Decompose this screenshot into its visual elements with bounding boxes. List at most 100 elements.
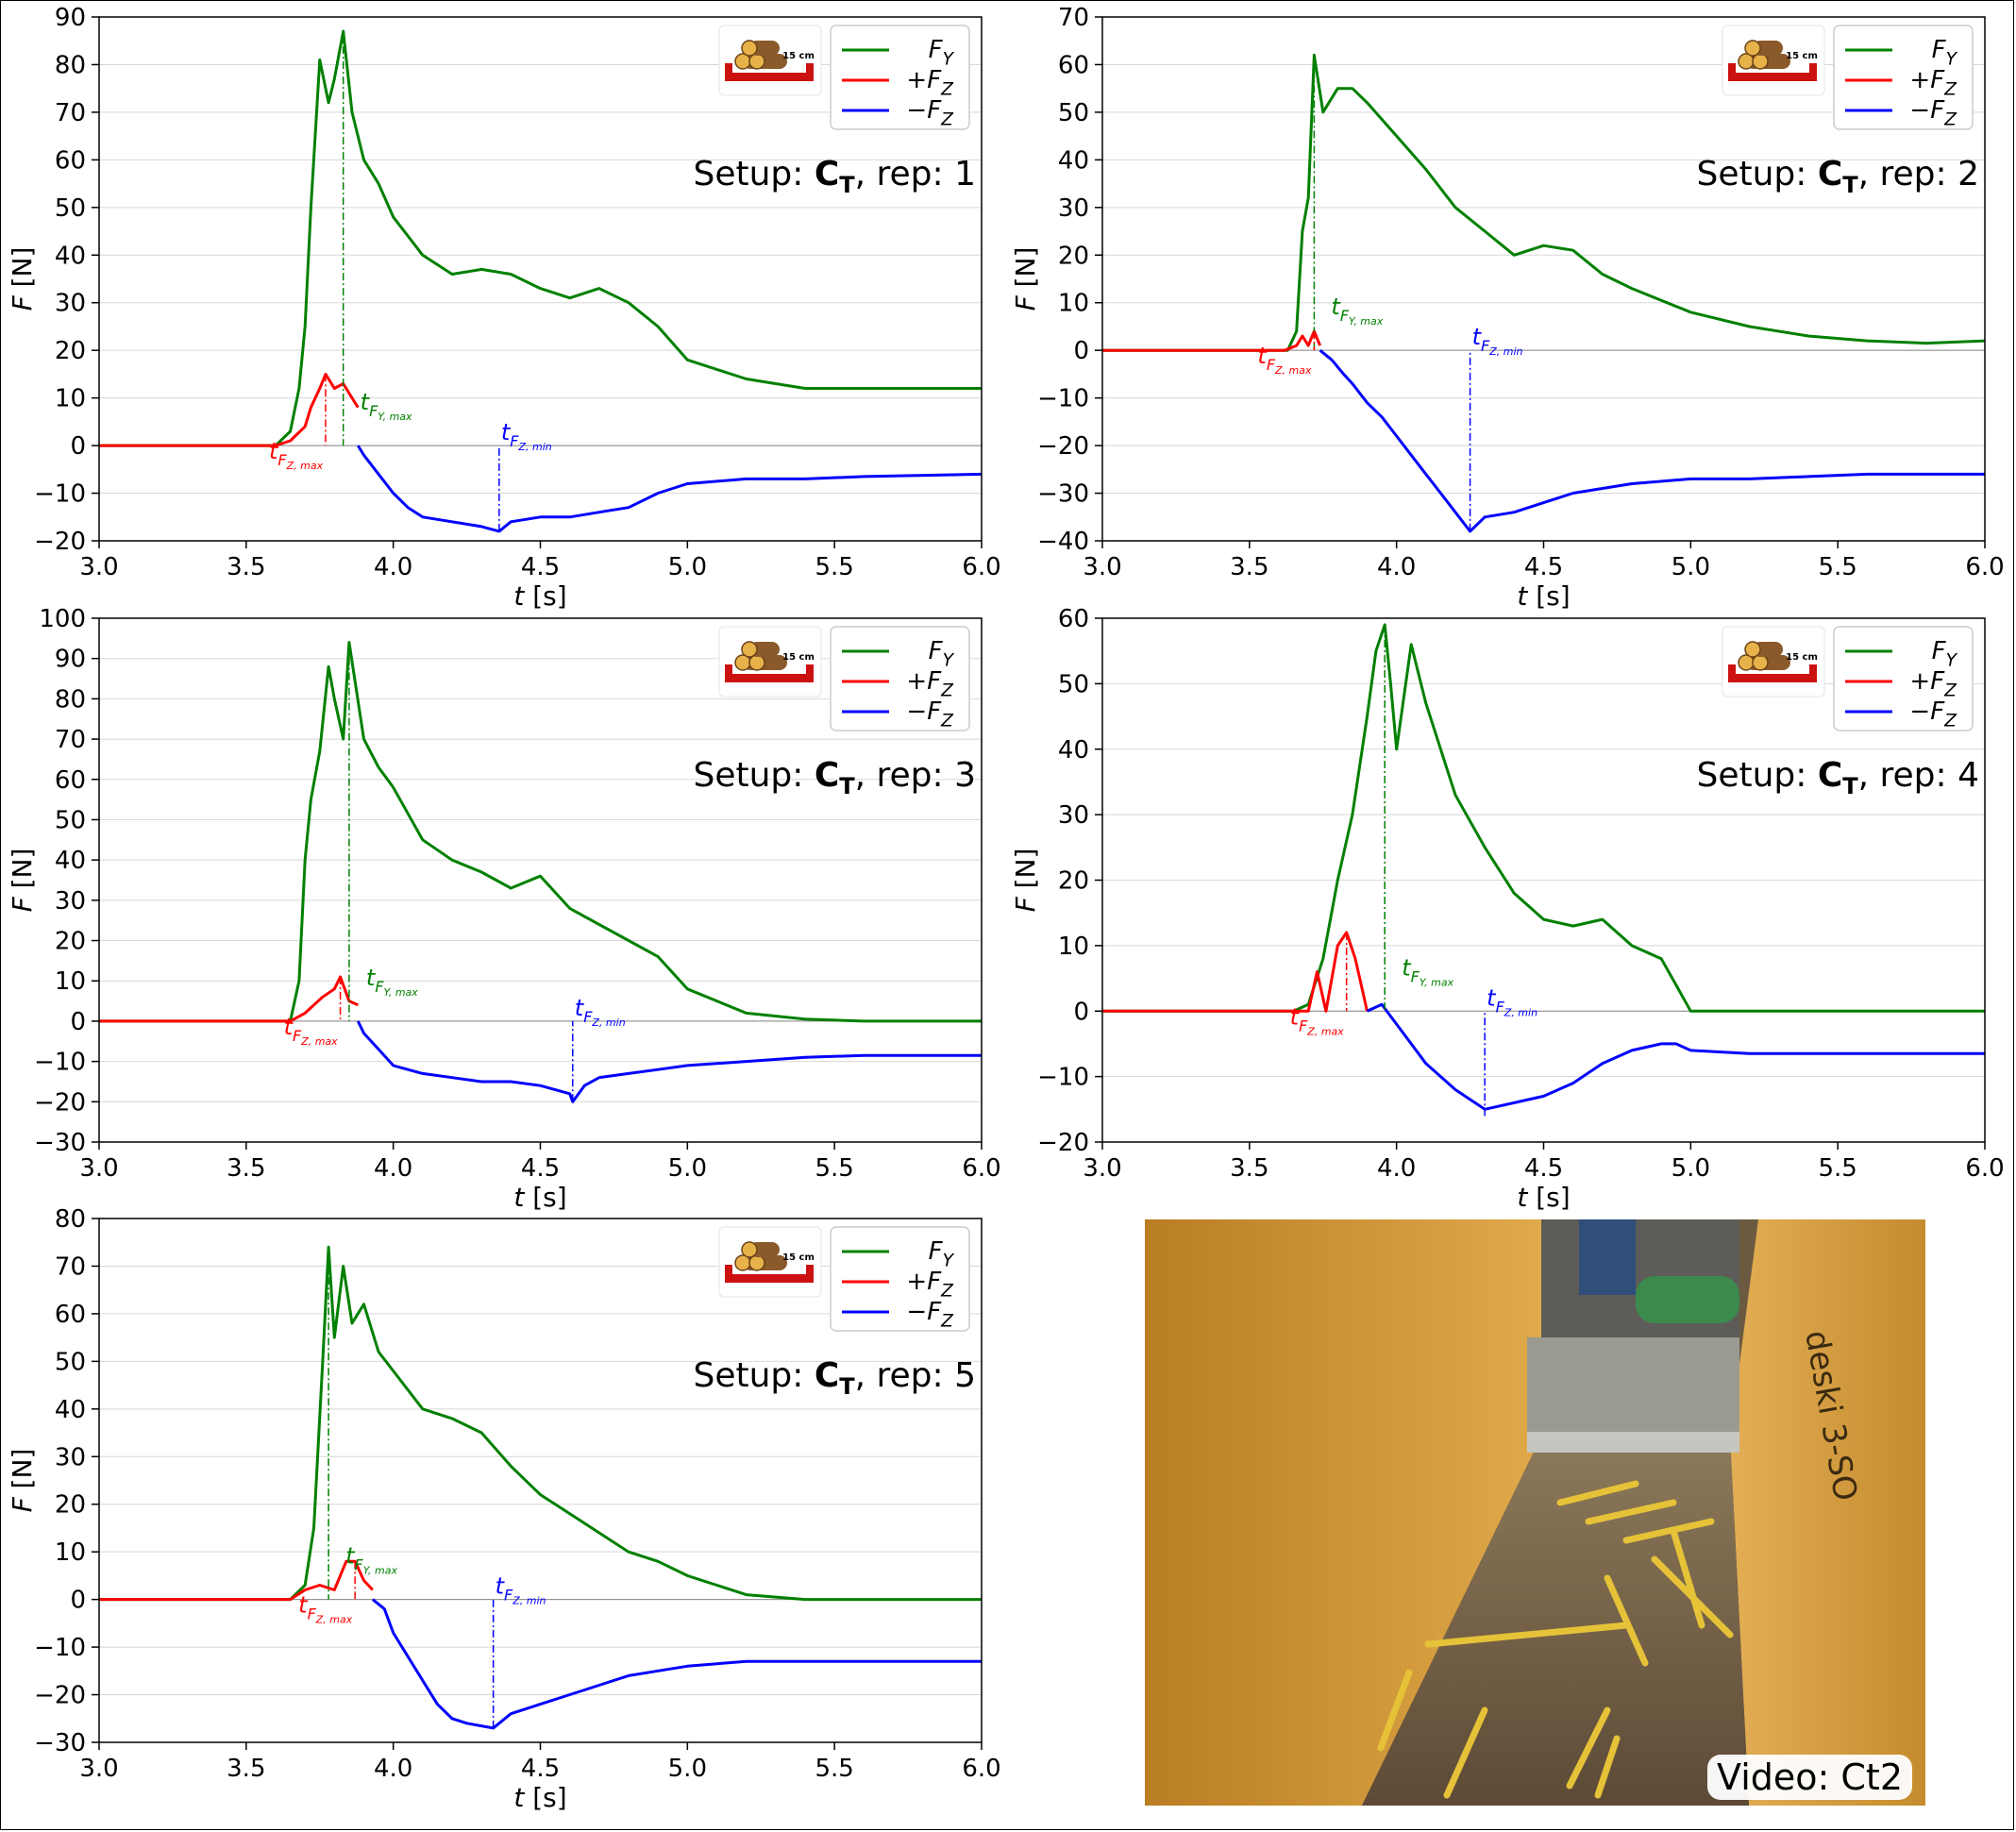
x-tick-label: 5.5: [815, 1154, 853, 1183]
x-tick-label: 3.5: [227, 1154, 265, 1183]
x-tick-label: 4.5: [1524, 1154, 1563, 1183]
y-tick-label: 60: [55, 766, 86, 795]
icon-size-label: 15 cm: [1786, 51, 1818, 61]
label-t-fy-max: tFY, max: [1331, 294, 1383, 328]
label-t-fz-max: tFZ, max: [298, 1592, 353, 1626]
y-tick-label: 50: [1058, 670, 1089, 698]
x-tick-label: 4.0: [374, 1154, 412, 1183]
y-tick-label: 30: [55, 290, 86, 318]
series-fz-pos-line: [99, 1559, 374, 1602]
y-tick-label: 50: [55, 194, 86, 223]
y-axis-label: F [N]: [7, 849, 38, 913]
x-tick-label: 3.0: [1083, 553, 1121, 581]
x-axis-label: t [s]: [513, 580, 566, 612]
series-fz-neg-line: [371, 1598, 982, 1730]
y-tick-label: −40: [1037, 528, 1089, 556]
setup-annotation: Setup: CT, rep: 1: [693, 155, 976, 198]
series-fy-line: [99, 1245, 982, 1602]
label-t-fy-max: tFY, max: [361, 389, 412, 423]
x-tick-label: 5.0: [668, 1154, 707, 1183]
legend-label-fz-pos: +FZ: [1909, 66, 1957, 99]
rail-icon: [725, 73, 814, 81]
label-t-fz-min: tFZ, min: [501, 419, 552, 453]
x-tick-label: 5.5: [815, 553, 853, 581]
y-tick-label: 70: [55, 726, 86, 754]
x-tick-label: 6.0: [962, 1755, 1000, 1783]
setup-annotation: Setup: CT, rep: 2: [1696, 155, 1979, 198]
y-tick-label: 60: [1058, 51, 1089, 79]
y-tick-label: 30: [55, 887, 86, 916]
setup-annotation: Setup: CT, rep: 3: [693, 756, 976, 799]
label-t-fz-min: tFZ, min: [575, 995, 626, 1029]
x-tick-label: 3.0: [1083, 1154, 1121, 1183]
x-tick-label: 5.0: [1672, 553, 1710, 581]
y-tick-label: −10: [34, 1634, 86, 1662]
x-tick-label: 6.0: [962, 553, 1000, 581]
y-axis-label: F [N]: [7, 247, 38, 311]
y-tick-label: 10: [55, 385, 86, 413]
legend-label-fy: FY: [929, 36, 955, 69]
x-tick-label: 5.5: [1818, 553, 1856, 581]
log-icon: [1753, 41, 1783, 56]
log-icon: [749, 642, 780, 657]
label-t-fz-max: tFZ, max: [1290, 1003, 1345, 1037]
legend-label-fz-neg: −FZ: [906, 698, 954, 731]
y-axis-label: F [N]: [7, 1449, 38, 1513]
y-tick-label: 10: [55, 967, 86, 996]
legend-label-fz-neg: −FZ: [906, 1298, 954, 1331]
log-icon: [1760, 54, 1790, 69]
x-tick-label: 4.5: [1524, 553, 1563, 581]
series-fy-line: [1102, 623, 1985, 1013]
y-tick-label: −30: [34, 1129, 86, 1157]
log-icon: [757, 54, 787, 69]
y-tick-label: −20: [1037, 1129, 1089, 1157]
series-fz-pos-line: [99, 975, 359, 1023]
legend-label-fz-pos: +FZ: [1909, 667, 1957, 700]
y-tick-label: 0: [1073, 337, 1089, 365]
plot-frame: [98, 16, 983, 542]
x-tick-label: 5.0: [668, 553, 707, 581]
y-tick-label: 0: [70, 432, 86, 461]
y-tick-label: 0: [1073, 998, 1089, 1026]
y-tick-label: 70: [1058, 4, 1089, 32]
x-tick-label: 3.5: [1230, 553, 1268, 581]
log-icon: [757, 655, 787, 670]
plot-frame: [1101, 16, 1986, 542]
x-axis-label: t [s]: [513, 1182, 566, 1213]
chart-rep-1: −20 −10 0 10 20 30 40 50 60 70 80 90 3.0 3.5 4.0 4.5 5.0…: [7, 4, 1001, 612]
video-still: deski 3-SO: [1145, 1219, 1925, 1806]
rail-icon: [725, 674, 814, 682]
x-tick-label: 6.0: [1965, 1154, 2004, 1183]
series-fy-line: [99, 29, 982, 447]
y-tick-label: 40: [55, 847, 86, 875]
legend-label-fz-pos: +FZ: [906, 667, 954, 700]
icon-size-label: 15 cm: [782, 51, 815, 61]
y-tick-label: 60: [55, 1301, 86, 1329]
y-tick-label: −20: [34, 528, 86, 556]
y-tick-label: −20: [1037, 432, 1089, 461]
y-tick-label: 50: [55, 806, 86, 834]
y-tick-label: 90: [55, 646, 86, 674]
x-tick-label: 3.5: [1230, 1154, 1268, 1183]
x-axis-label: t [s]: [1517, 1182, 1570, 1213]
y-tick-label: −10: [34, 480, 86, 509]
rail-icon: [1728, 73, 1817, 81]
y-tick-label: −10: [1037, 1064, 1089, 1092]
x-axis-label: t [s]: [513, 1782, 566, 1813]
label-t-fz-min: tFZ, min: [1472, 324, 1523, 358]
y-axis-label: F [N]: [1010, 849, 1041, 913]
x-tick-label: 4.0: [374, 553, 412, 581]
x-tick-label: 5.5: [1818, 1154, 1856, 1183]
log-icon: [749, 1242, 780, 1257]
setup-annotation: Setup: CT, rep: 4: [1696, 756, 1979, 799]
x-tick-label: 5.0: [668, 1755, 707, 1783]
series-fz-neg-line: [1319, 349, 1985, 533]
x-tick-label: 4.0: [1377, 1154, 1416, 1183]
x-tick-label: 6.0: [962, 1154, 1000, 1183]
plot-frame: [1101, 617, 1986, 1143]
legend-label-fz-neg: −FZ: [1909, 698, 1957, 731]
y-tick-label: −20: [34, 1088, 86, 1117]
y-tick-label: 40: [55, 1396, 86, 1424]
x-tick-label: 5.0: [1672, 1154, 1710, 1183]
x-tick-label: 3.0: [79, 1154, 118, 1183]
